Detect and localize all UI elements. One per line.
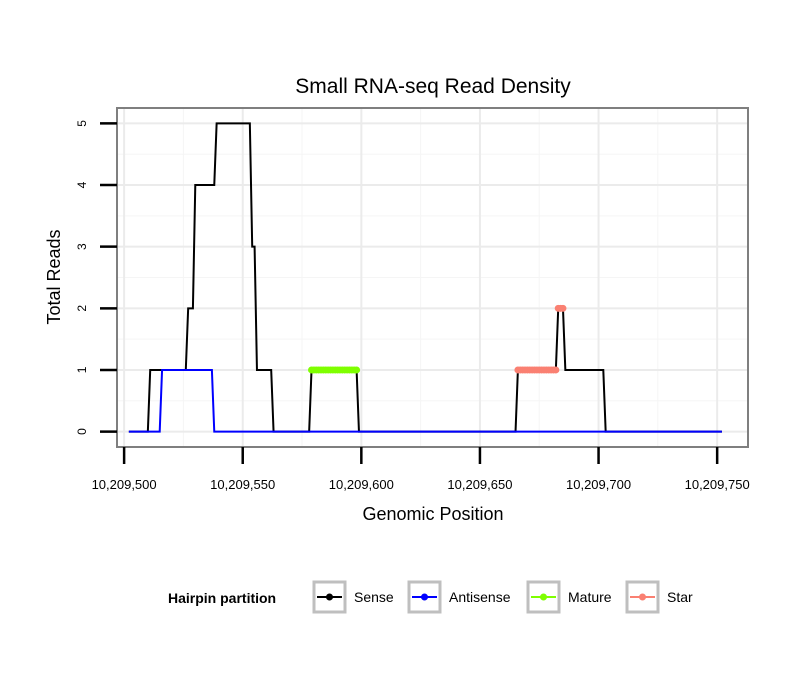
axes: 0 1 2 3 4 5 10,209,500 10,209,550 10,209,600 10,2…: [75, 120, 750, 492]
legend-label-antisense: Antisense: [449, 589, 511, 605]
y-tick-label: 2: [75, 305, 89, 312]
series-layer: [128, 122, 722, 433]
y-tick-label: 0: [75, 428, 89, 435]
y-tick-label: 3: [75, 243, 89, 250]
x-axis-label: Genomic Position: [362, 504, 503, 524]
x-tick-label: 10,209,650: [447, 477, 512, 492]
x-tick-label: 10,209,550: [210, 477, 275, 492]
y-tick-label: 1: [75, 366, 89, 373]
legend-title: Hairpin partition: [168, 590, 276, 606]
x-tick-label: 10,209,750: [685, 477, 750, 492]
y-tick-label: 4: [75, 181, 89, 188]
series-line-antisense: [128, 368, 722, 433]
legend-key-point-antisense: [421, 593, 428, 601]
y-tick-label: 5: [75, 120, 89, 127]
legend-items: Sense Antisense Mature Star: [312, 580, 693, 614]
x-tick-label: 10,209,500: [92, 477, 157, 492]
x-tick-label: 10,209,600: [329, 477, 394, 492]
data-point-star: [559, 304, 567, 312]
legend-label-sense: Sense: [354, 589, 394, 605]
data-point-mature: [353, 366, 361, 374]
legend-key-point-mature: [540, 593, 547, 601]
legend: Hairpin partition Sense Antisense Mature St…: [168, 580, 693, 614]
plot-panel-border: [116, 107, 749, 448]
legend-label-star: Star: [667, 589, 693, 605]
x-tick-label: 10,209,700: [566, 477, 631, 492]
chart-title: Small RNA-seq Read Density: [295, 75, 571, 98]
legend-label-mature: Mature: [568, 589, 612, 605]
data-point-star: [552, 366, 560, 374]
legend-key-point-sense: [326, 593, 333, 601]
legend-key-point-star: [639, 593, 646, 601]
y-axis-label: Total Reads: [44, 229, 64, 324]
